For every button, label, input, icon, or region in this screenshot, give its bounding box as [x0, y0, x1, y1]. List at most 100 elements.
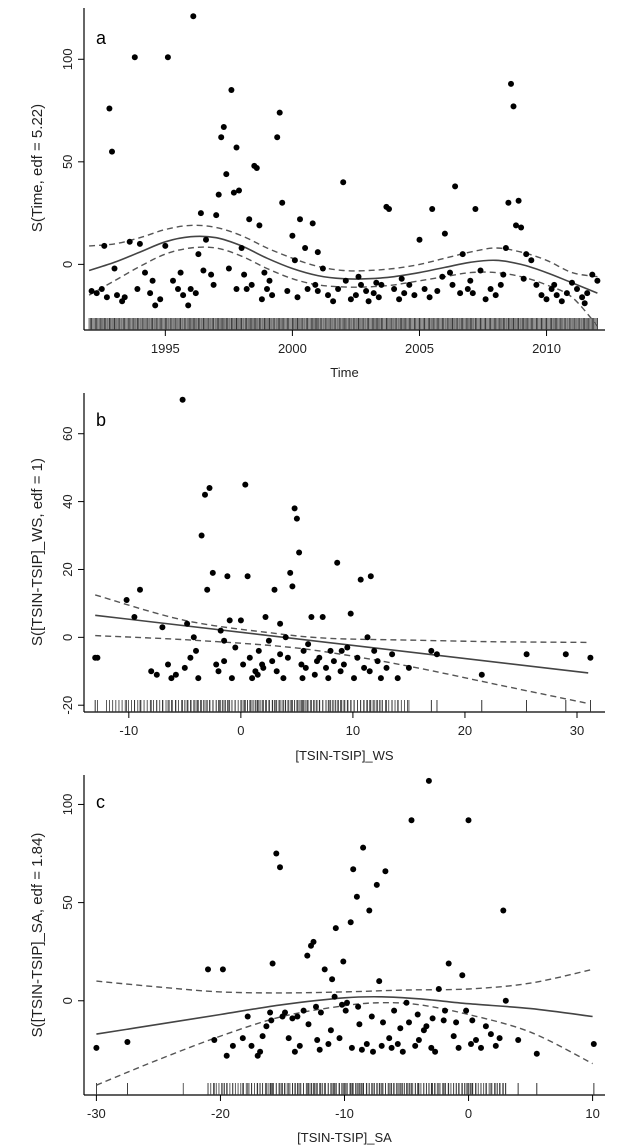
data-point [477, 267, 484, 274]
data-point [258, 296, 265, 303]
data-point [377, 675, 384, 682]
data-point [383, 664, 390, 671]
ci-upper-line [95, 594, 589, 644]
data-point [363, 288, 370, 294]
data-point [106, 105, 113, 112]
rug [96, 1083, 595, 1095]
data-point [274, 134, 281, 141]
x-tick-label: -10 [335, 1106, 354, 1121]
ci-lower-line [96, 1001, 593, 1086]
ci-lower-line [88, 246, 598, 327]
data-point [244, 1013, 251, 1020]
data-point [211, 1037, 218, 1043]
data-point [215, 668, 222, 675]
data-point [287, 569, 294, 576]
data-point [294, 1013, 301, 1020]
data-point [459, 251, 466, 258]
data-point [149, 277, 156, 284]
data-point [414, 1011, 421, 1018]
data-point [520, 275, 527, 282]
data-point [300, 647, 307, 654]
data-point [177, 269, 184, 276]
data-point [246, 216, 253, 223]
data-point [165, 661, 171, 668]
data-point [230, 189, 237, 196]
data-point [109, 148, 115, 155]
data-point [329, 976, 336, 983]
data-point [131, 614, 138, 620]
data-point [492, 292, 499, 299]
data-point [291, 1048, 298, 1055]
ci-upper-line [89, 224, 598, 278]
data-point [253, 165, 260, 171]
data-point [126, 238, 133, 245]
data-point [467, 277, 474, 284]
data-point [299, 675, 306, 682]
data-point [294, 294, 301, 301]
data-point [366, 668, 373, 675]
data-point [223, 171, 230, 178]
data-point [352, 292, 359, 299]
data-point [432, 1048, 439, 1055]
data-point [429, 1015, 436, 1022]
data-point [386, 1035, 393, 1042]
data-point [243, 286, 250, 292]
panel-label: a [96, 28, 107, 48]
data-point [267, 1009, 274, 1016]
data-point [309, 220, 316, 227]
data-point [213, 661, 220, 668]
data-point [439, 273, 446, 280]
data-point [304, 952, 311, 959]
data-point [221, 637, 228, 644]
rug [94, 700, 591, 712]
data-point [94, 654, 101, 661]
y-tick-label: 50 [60, 155, 75, 169]
data-point [210, 281, 217, 288]
data-point [505, 199, 512, 206]
data-point [496, 1035, 503, 1042]
points [88, 13, 601, 309]
data-point [98, 286, 105, 292]
data-point [249, 675, 256, 682]
data-point [170, 277, 176, 284]
data-point [203, 236, 209, 243]
data-point [382, 868, 389, 875]
data-point [416, 236, 423, 243]
data-point [279, 199, 286, 206]
data-point [248, 1042, 255, 1049]
data-point [265, 637, 272, 644]
data-point [463, 1007, 470, 1014]
data-point [185, 302, 192, 309]
data-point [487, 1031, 494, 1038]
data-point [224, 573, 231, 580]
data-point [282, 1009, 288, 1016]
data-point [310, 938, 317, 945]
data-point [302, 664, 309, 671]
data-point [244, 573, 251, 580]
data-point [164, 54, 171, 61]
data-point [266, 277, 273, 284]
x-tick-label: 10 [346, 723, 360, 738]
data-point [574, 286, 580, 292]
x-tick-label: 2010 [532, 341, 561, 356]
data-point [411, 292, 418, 299]
data-point [175, 286, 181, 292]
data-point [193, 647, 199, 654]
data-point [137, 586, 143, 593]
data-point [314, 288, 321, 294]
data-point [289, 1015, 296, 1022]
data-point [398, 275, 405, 282]
data-point [415, 1037, 422, 1043]
x-tick-label: 20 [458, 723, 472, 738]
data-point [482, 1023, 489, 1030]
data-point [304, 286, 311, 292]
data-point [594, 277, 601, 284]
data-point [260, 664, 267, 671]
data-point [204, 586, 211, 593]
data-point [378, 281, 385, 288]
data-point [344, 999, 350, 1006]
data-point [190, 13, 197, 20]
data-point [428, 1044, 435, 1051]
data-point [319, 265, 326, 272]
